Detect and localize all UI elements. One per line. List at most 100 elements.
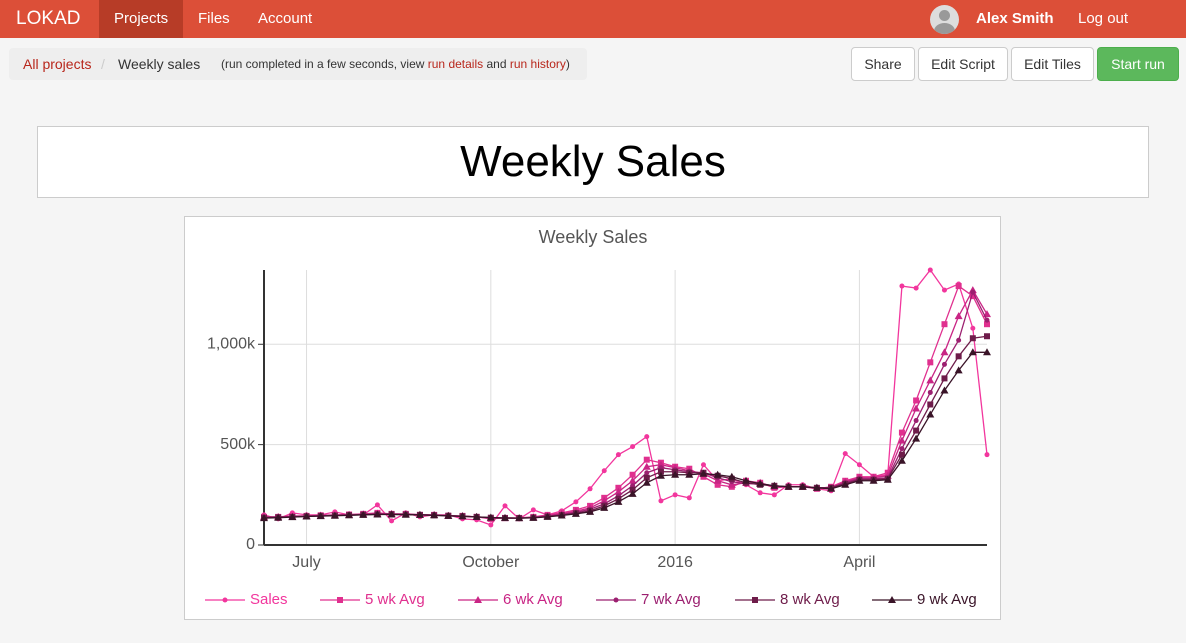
marker bbox=[855, 476, 864, 484]
avatar[interactable] bbox=[930, 5, 959, 34]
logout[interactable]: Log out bbox=[1078, 10, 1129, 27]
marker bbox=[345, 511, 354, 519]
note-link[interactable]: run history bbox=[509, 57, 566, 71]
marker bbox=[713, 476, 722, 484]
chart: Weekly Sales July October 2016 April 0 500k 1,… bbox=[184, 216, 1001, 620]
marker bbox=[812, 483, 821, 491]
nav-item[interactable]: Projects bbox=[99, 0, 184, 38]
legend-label: Sales bbox=[250, 591, 288, 608]
marker bbox=[700, 473, 707, 480]
marker bbox=[714, 481, 721, 488]
marker bbox=[557, 511, 566, 519]
marker bbox=[430, 511, 439, 519]
marker bbox=[940, 348, 949, 356]
marker bbox=[869, 476, 878, 484]
brand[interactable]: LOKAD bbox=[16, 8, 81, 29]
user-name[interactable]: Alex Smith bbox=[976, 10, 1054, 27]
marker bbox=[968, 348, 977, 356]
marker bbox=[956, 337, 962, 343]
marker bbox=[615, 452, 621, 458]
marker bbox=[330, 511, 339, 519]
crumb-current: Weekly sales bbox=[118, 56, 201, 72]
marker bbox=[913, 427, 920, 434]
marker bbox=[387, 510, 396, 518]
marker bbox=[954, 366, 963, 374]
note-link[interactable]: run details bbox=[427, 57, 484, 71]
marker bbox=[628, 489, 637, 497]
marker bbox=[842, 451, 848, 457]
legend-label: 9 wk Avg bbox=[917, 591, 977, 608]
marker bbox=[984, 333, 990, 340]
marker bbox=[643, 474, 650, 481]
marker bbox=[841, 480, 850, 488]
marker bbox=[897, 436, 906, 444]
marker bbox=[784, 482, 793, 490]
marker bbox=[984, 321, 990, 328]
chart-title: Weekly Sales bbox=[539, 227, 648, 247]
crumb-link[interactable]: All projects bbox=[23, 56, 92, 72]
marker bbox=[260, 514, 268, 522]
marker bbox=[899, 446, 905, 452]
marker bbox=[644, 434, 650, 440]
marker bbox=[984, 317, 990, 323]
marker bbox=[752, 597, 758, 603]
button[interactable]: Share bbox=[851, 47, 915, 81]
marker bbox=[941, 375, 948, 382]
marker bbox=[501, 513, 509, 521]
marker bbox=[658, 498, 664, 504]
marker bbox=[530, 507, 536, 513]
marker bbox=[969, 335, 976, 342]
marker bbox=[643, 456, 650, 463]
marker bbox=[613, 597, 619, 603]
marker bbox=[486, 513, 495, 521]
marker bbox=[656, 460, 665, 468]
marker bbox=[757, 490, 763, 496]
marker bbox=[222, 597, 228, 603]
marker bbox=[926, 410, 935, 418]
marker bbox=[913, 285, 919, 291]
marker bbox=[898, 451, 905, 458]
marker bbox=[515, 514, 524, 522]
nav-item[interactable]: Files bbox=[198, 10, 230, 27]
marker bbox=[600, 503, 609, 511]
marker bbox=[727, 480, 736, 488]
marker bbox=[856, 462, 862, 468]
marker bbox=[642, 478, 651, 486]
series-line bbox=[263, 351, 987, 519]
marker bbox=[628, 476, 637, 484]
marker bbox=[941, 287, 947, 293]
button[interactable]: Edit Script bbox=[918, 47, 1008, 81]
x-tick-label: July bbox=[292, 554, 320, 571]
marker bbox=[827, 484, 836, 492]
marker bbox=[644, 470, 650, 476]
marker bbox=[770, 481, 779, 489]
marker bbox=[940, 386, 949, 394]
marker bbox=[274, 513, 283, 521]
marker bbox=[912, 434, 921, 442]
legend-label: 8 wk Avg bbox=[780, 591, 840, 608]
button[interactable]: Edit Tiles bbox=[1011, 47, 1094, 81]
marker bbox=[727, 472, 736, 480]
marker bbox=[927, 267, 933, 273]
marker bbox=[656, 471, 665, 479]
marker bbox=[899, 283, 905, 289]
nav-item[interactable]: Account bbox=[258, 10, 313, 27]
run-note: (run completed in a few seconds, view ru… bbox=[221, 48, 570, 80]
marker bbox=[983, 348, 991, 356]
marker bbox=[401, 510, 410, 518]
note-text: and bbox=[483, 57, 510, 71]
marker bbox=[458, 512, 467, 520]
button[interactable]: Start run bbox=[1097, 47, 1179, 81]
marker bbox=[672, 492, 678, 498]
marker bbox=[912, 404, 921, 412]
separator: / bbox=[101, 56, 105, 72]
marker bbox=[970, 289, 976, 295]
marker bbox=[571, 509, 580, 517]
y-tick-label: 0 bbox=[246, 536, 255, 553]
marker bbox=[700, 462, 706, 468]
marker bbox=[671, 470, 680, 478]
marker bbox=[955, 353, 962, 360]
marker bbox=[913, 397, 920, 404]
marker bbox=[984, 452, 990, 458]
marker bbox=[954, 312, 963, 320]
